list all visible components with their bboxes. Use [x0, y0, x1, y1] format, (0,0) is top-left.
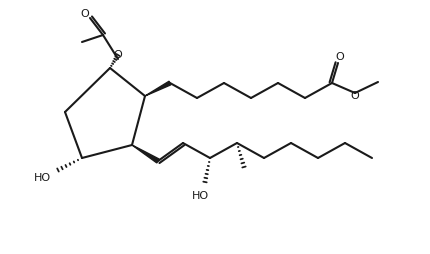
Text: O: O [350, 91, 359, 101]
Text: HO: HO [191, 191, 209, 201]
Text: O: O [336, 52, 344, 62]
Text: O: O [114, 50, 123, 60]
Text: HO: HO [34, 173, 51, 183]
Polygon shape [132, 145, 159, 163]
Polygon shape [145, 81, 171, 96]
Text: O: O [81, 9, 89, 19]
